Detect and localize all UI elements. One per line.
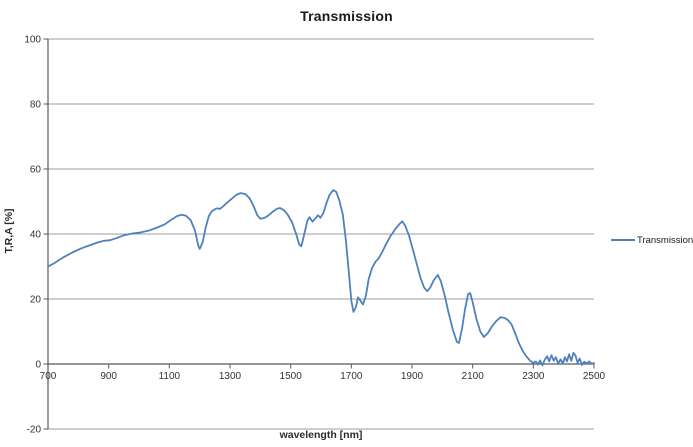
- legend: Transmission: [611, 233, 693, 247]
- y-tick-label-60: 60: [30, 165, 42, 176]
- x-tick-label-2500: 2500: [583, 371, 606, 382]
- x-tick-label-1700: 1700: [340, 371, 363, 382]
- y-tick-label-0: 0: [35, 360, 41, 371]
- x-tick-label-1100: 1100: [159, 371, 181, 382]
- x-tick-label-700: 700: [40, 371, 57, 382]
- y-tick-label-100: 100: [24, 35, 41, 46]
- legend-label: Transmission: [637, 234, 693, 246]
- legend-line-sample: [611, 239, 635, 241]
- y-tick-label-20: 20: [30, 295, 42, 306]
- x-axis-title: wavelength [nm]: [279, 429, 363, 441]
- x-tick-label-1300: 1300: [219, 371, 242, 382]
- y-tick-label--20: -20: [27, 425, 42, 436]
- transmission-series-line: [47, 189, 595, 367]
- x-tick-label-1900: 1900: [401, 371, 424, 382]
- y-tick-label-80: 80: [30, 100, 42, 111]
- y-tick-label-40: 40: [30, 230, 42, 241]
- x-tick-label-900: 900: [100, 371, 117, 382]
- y-axis-title: T,R,A [%]: [3, 208, 15, 254]
- x-tick-label-1500: 1500: [280, 371, 303, 382]
- chart-title: Transmission: [300, 8, 393, 24]
- x-tick-label-2300: 2300: [522, 371, 545, 382]
- x-tick-label-2100: 2100: [462, 371, 485, 382]
